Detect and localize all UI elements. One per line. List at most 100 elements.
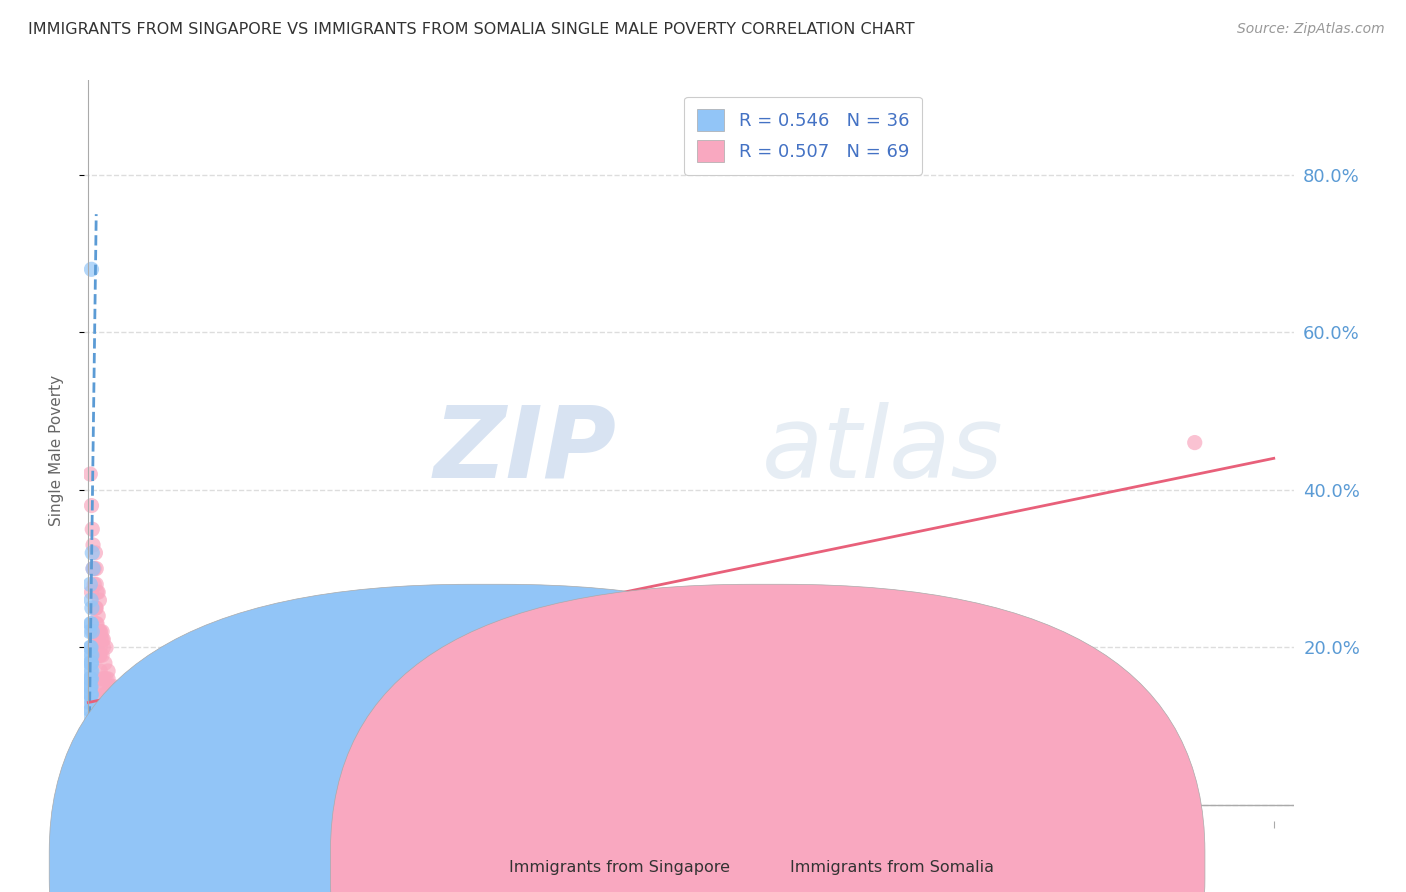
Point (91, 632, 114, 647)
Point (1184, 435, 1206, 450)
Point (79, 624, 101, 639)
Point (87, 608, 110, 623)
Point (79, 711, 101, 725)
Point (79, 703, 101, 717)
Point (79, 664, 101, 678)
Point (84, 561, 107, 575)
Point (84, 632, 107, 647)
Point (83, 577, 105, 591)
Point (79, 672, 101, 686)
Point (87, 585, 110, 599)
Text: Source: ZipAtlas.com: Source: ZipAtlas.com (1237, 22, 1385, 37)
Point (104, 696, 127, 710)
Point (93, 672, 115, 686)
Point (98, 696, 121, 710)
Point (80, 656, 103, 670)
Point (80, 648, 103, 663)
Point (89, 648, 111, 663)
Point (91, 680, 114, 694)
Point (80, 262, 103, 277)
Point (101, 703, 124, 717)
Point (79, 648, 101, 663)
Point (90, 632, 112, 647)
Point (86, 624, 108, 639)
Point (79, 577, 101, 591)
Point (103, 696, 125, 710)
Point (79, 640, 101, 655)
Point (80, 585, 103, 599)
Point (86, 616, 108, 631)
Point (91, 680, 114, 694)
Point (89, 624, 111, 639)
Point (98, 703, 121, 717)
Point (80, 688, 103, 702)
Point (86, 585, 108, 599)
Point (84, 601, 107, 615)
Point (94, 640, 117, 655)
Point (83, 640, 105, 655)
Point (79, 467, 101, 481)
Point (91, 640, 114, 655)
Point (83, 624, 105, 639)
Text: atlas: atlas (762, 402, 1002, 499)
Point (79, 680, 101, 694)
Point (89, 640, 111, 655)
Text: ZIP: ZIP (433, 402, 616, 499)
Point (82, 522, 104, 536)
Point (103, 719, 125, 733)
Point (94, 688, 117, 702)
Point (103, 680, 125, 694)
Point (87, 624, 110, 639)
Text: Immigrants from Somalia: Immigrants from Somalia (790, 860, 994, 874)
Text: IMMIGRANTS FROM SINGAPORE VS IMMIGRANTS FROM SOMALIA SINGLE MALE POVERTY CORRELA: IMMIGRANTS FROM SINGAPORE VS IMMIGRANTS … (28, 22, 915, 37)
Point (87, 624, 110, 639)
Point (80, 680, 103, 694)
Point (100, 711, 122, 725)
Point (79, 680, 101, 694)
Text: Immigrants from Singapore: Immigrants from Singapore (509, 860, 730, 874)
Point (80, 640, 103, 655)
Point (80, 499, 103, 513)
Point (101, 688, 124, 702)
Point (84, 577, 107, 591)
Point (86, 640, 108, 655)
Point (80, 664, 103, 678)
Point (97, 672, 120, 686)
Legend: R = 0.546   N = 36, R = 0.507   N = 69: R = 0.546 N = 36, R = 0.507 N = 69 (685, 96, 922, 175)
Point (105, 703, 128, 717)
Point (79, 688, 101, 702)
Point (93, 688, 115, 702)
Point (96, 688, 118, 702)
Point (80, 719, 103, 733)
Point (80, 672, 103, 686)
Point (94, 656, 117, 670)
Point (83, 561, 105, 575)
Point (94, 672, 117, 686)
Point (97, 664, 120, 678)
Point (89, 648, 111, 663)
Text: 0.0%: 0.0% (89, 862, 134, 880)
Point (84, 601, 107, 615)
Point (82, 546, 104, 560)
Point (84, 601, 107, 615)
Point (89, 624, 111, 639)
Point (80, 601, 103, 615)
Point (79, 616, 101, 631)
Point (80, 616, 103, 631)
Point (82, 727, 104, 741)
Point (89, 648, 111, 663)
Point (80, 593, 103, 607)
Point (87, 632, 110, 647)
Point (91, 648, 114, 663)
Point (98, 696, 121, 710)
Point (89, 664, 111, 678)
Point (98, 680, 121, 694)
Point (82, 561, 104, 575)
Point (79, 696, 101, 710)
Point (80, 696, 103, 710)
Point (79, 656, 101, 670)
Point (91, 632, 114, 647)
Point (91, 672, 114, 686)
Point (91, 624, 114, 639)
Point (84, 546, 107, 560)
